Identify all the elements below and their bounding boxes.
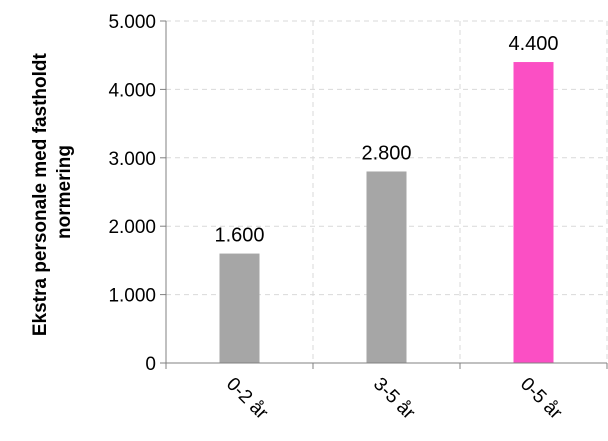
bar-2 xyxy=(366,171,407,363)
y-tick-label: 0 xyxy=(145,354,156,375)
axes xyxy=(160,20,608,369)
x-tick-label-3: 0-5 år xyxy=(516,374,566,424)
x-tick-label-2: 3-5 år xyxy=(369,374,419,424)
y-axis-title-line-1: Ekstra personale med fastholdt xyxy=(30,52,51,336)
y-tick-label: 2.000 xyxy=(108,217,156,238)
data-label-2: 2.800 xyxy=(361,142,411,164)
y-axis-title-line-2: normering xyxy=(54,145,75,239)
y-axis-title: Ekstra personale med fastholdt normering xyxy=(30,48,75,336)
y-tick-labels: 0 1.000 2.000 3.000 4.000 5.000 xyxy=(108,12,156,375)
x-tick-label-1: 0-2 år xyxy=(222,374,272,424)
x-tick-labels: 0-2 år 3-5 år 0-5 år xyxy=(222,374,566,424)
data-labels: 1.600 2.800 4.400 xyxy=(214,33,558,247)
bars xyxy=(219,62,554,363)
y-tick-label: 1.000 xyxy=(108,286,156,307)
data-label-1: 1.600 xyxy=(214,225,264,247)
bar-1 xyxy=(219,253,260,363)
data-label-3: 4.400 xyxy=(508,33,558,55)
y-tick-label: 4.000 xyxy=(108,80,156,101)
y-tick-label: 5.000 xyxy=(108,12,156,33)
y-tick-label: 3.000 xyxy=(108,149,156,170)
bar-3 xyxy=(513,62,554,363)
